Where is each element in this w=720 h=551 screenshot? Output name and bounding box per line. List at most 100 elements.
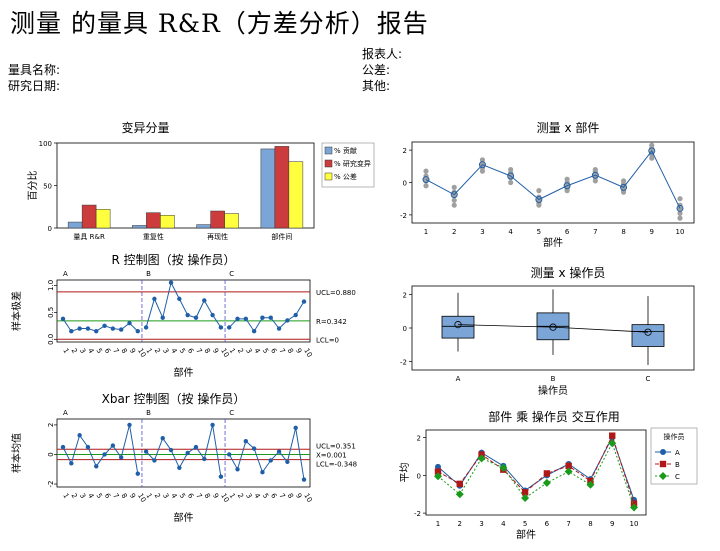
data-point (564, 188, 570, 194)
data-point (235, 316, 240, 322)
x-tick-label: 1 (61, 492, 70, 500)
group-label: C (229, 409, 234, 417)
series-marker (660, 449, 666, 455)
y-tick-label: -2 (400, 212, 407, 220)
data-point (102, 452, 107, 457)
x-tick-label: 10 (136, 347, 147, 359)
y-axis-label: 样本均值 (10, 433, 23, 473)
series-marker (586, 480, 595, 489)
x-tick-label: 2 (153, 492, 162, 500)
data-point (177, 296, 182, 302)
report-title: 测量 的量具 R&R（方差分析）报告 (10, 9, 429, 38)
x-tick-label: 5 (523, 520, 527, 528)
x-tick-label: 8 (621, 228, 625, 236)
series-marker (609, 432, 616, 439)
data-point (301, 477, 307, 482)
x-tick-label: 3 (161, 492, 170, 500)
chart-title: 测量 x 部件 (537, 120, 600, 135)
series-marker (434, 472, 442, 481)
group-label: A (63, 270, 68, 278)
plot-frame (56, 418, 311, 488)
x-tick-label: 8 (119, 492, 128, 500)
x-tick-label: 3 (161, 347, 170, 355)
data-point (60, 316, 66, 322)
series-marker (435, 463, 441, 470)
data-point (160, 315, 165, 320)
data-point (243, 316, 249, 322)
ucl-label: UCL=0.351 (316, 442, 356, 450)
data-point (592, 178, 598, 184)
legend-box (650, 427, 698, 485)
series-line (228, 301, 305, 333)
x-tick-label: 5 (178, 492, 187, 500)
x-tick-label: 2 (458, 520, 462, 528)
x-tick-label: 4 (252, 492, 261, 500)
data-point (620, 189, 627, 195)
data-point (168, 280, 174, 285)
x-tick-label: 6 (103, 492, 112, 500)
y-tick-label: 0 (417, 472, 421, 480)
x-tick-label: 9 (294, 492, 303, 500)
y-tick-label: 0 (403, 325, 407, 333)
x-tick-label: 8 (119, 347, 128, 355)
x-tick-label: 5 (95, 347, 104, 355)
y-tick-label: 2 (403, 291, 407, 299)
x-tick-label: 1 (61, 347, 70, 355)
data-point (143, 449, 149, 454)
data-point (423, 168, 429, 174)
x-tick-label: 5 (178, 347, 187, 355)
x-tick-label: 9 (650, 228, 654, 236)
data-point (301, 299, 307, 304)
x-tick-label: 1 (424, 228, 428, 236)
x-tick-label: 1 (436, 520, 440, 528)
data-point (210, 422, 215, 428)
x-axis-label: 部件 (174, 511, 194, 524)
x-tick-label: 7 (194, 492, 203, 500)
x-tick-label: 9 (128, 492, 137, 500)
legend-swatch (324, 159, 333, 168)
group-label: A (63, 409, 68, 417)
x-tick-label: 3 (244, 492, 253, 500)
group-label: B (146, 409, 151, 417)
data-point (243, 438, 249, 444)
series-marker (542, 478, 551, 487)
mean-line (425, 149, 681, 209)
x-tick-label: 4 (86, 492, 95, 500)
data-point (260, 315, 265, 320)
data-point (268, 458, 273, 463)
mean-marker (591, 171, 599, 179)
chart-title: 变异分量 (121, 120, 169, 135)
x-tick-label: 1 (227, 492, 236, 500)
group-label: C (229, 270, 234, 278)
data-point (218, 474, 224, 479)
x-tick-label: 8 (286, 347, 295, 355)
chart-title: 测量 x 操作员 (531, 265, 606, 280)
bar (146, 212, 161, 229)
data-point (451, 197, 457, 203)
series-marker (543, 470, 551, 477)
y-tick-label: 2 (47, 423, 55, 427)
series-marker (630, 503, 638, 512)
series-line (437, 434, 635, 504)
x-tick-label: 3 (78, 347, 87, 355)
x-tick-label: B (551, 375, 556, 383)
data-point (118, 455, 124, 460)
data-point (193, 315, 199, 320)
x-tick-label: 3 (244, 347, 253, 355)
x-tick-label: 7 (566, 520, 570, 528)
data-point (193, 444, 199, 450)
data-point (285, 459, 290, 465)
x-tick-label: 5 (261, 492, 270, 500)
data-point (110, 326, 116, 331)
data-point (160, 436, 165, 441)
x-tick-label: 2 (452, 228, 456, 236)
x-tick-label: 5 (95, 492, 104, 500)
y-tick-label: 2 (417, 435, 421, 443)
center-label: X=0.001 (316, 451, 347, 459)
interaction-chart: 部件 乘 操作员 交互作用 -2 0 2 平均 1 2 3 4 5 6 7 8 9 10 部件 操作员 ABC (399, 409, 698, 541)
data-point (60, 444, 66, 450)
x-tick-label: 5 (261, 347, 270, 355)
series-marker (521, 494, 530, 502)
data-point (118, 327, 124, 332)
